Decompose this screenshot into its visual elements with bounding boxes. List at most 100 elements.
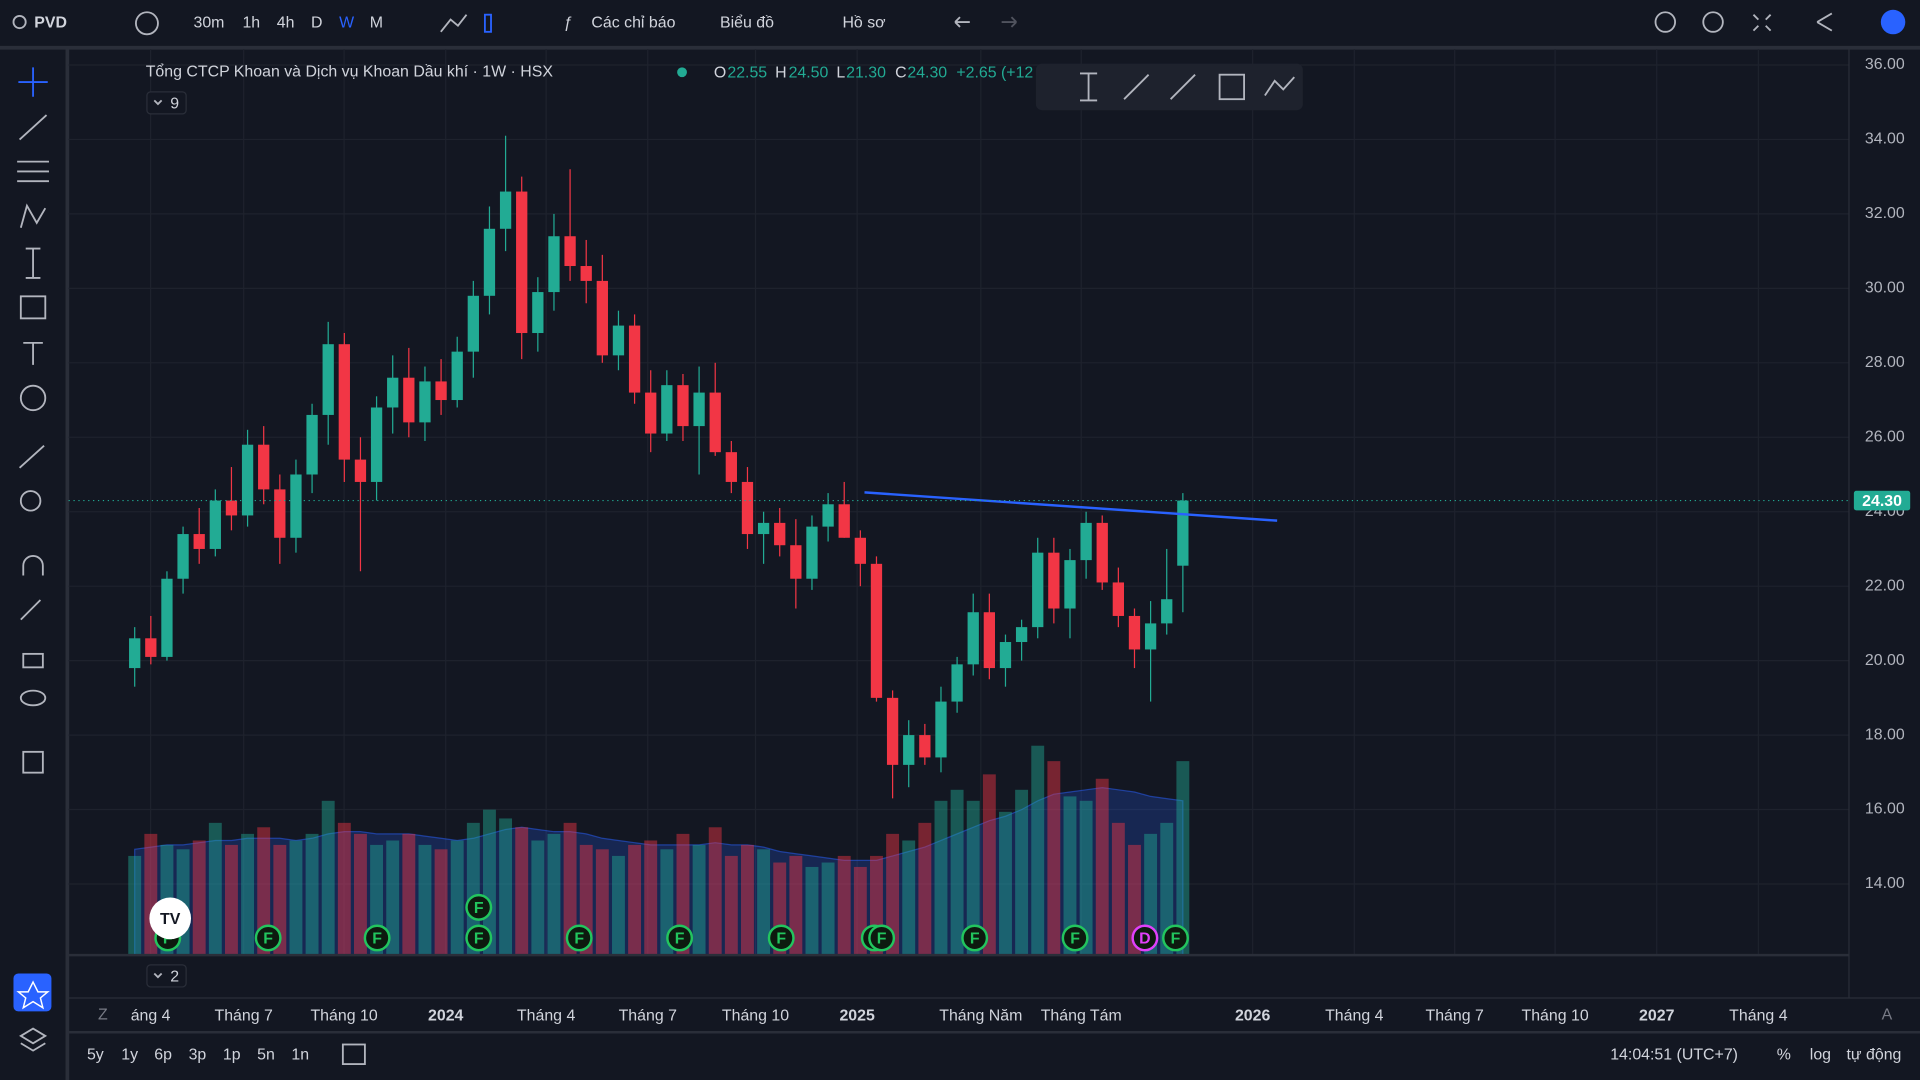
floating-toolbar [1035,63,1303,111]
undo-button[interactable] [954,16,970,28]
crosshair-tool[interactable] [18,67,48,97]
range-button[interactable]: 5y [87,1047,104,1064]
text-tool[interactable] [23,341,43,365]
volume-bar [531,840,545,956]
legend-label: C [895,65,907,82]
event-marker[interactable] [1061,924,1089,952]
range-button[interactable]: 1p [223,1047,241,1064]
market-status [677,67,687,78]
interval[interactable]: M [370,14,383,31]
candle-body [790,545,802,579]
indicators-toggle[interactable] [146,91,187,115]
candle-body [870,563,883,698]
float-ray[interactable] [1169,74,1196,100]
ruler-tool[interactable] [18,445,45,469]
volume-bar [224,844,238,956]
lock-tool[interactable] [22,652,44,669]
candle-body [806,526,818,579]
indicator-count[interactable]: 9 [170,95,179,112]
x-tick-label: Tháng 4 [1325,1008,1384,1025]
interval[interactable]: 1h [242,14,260,31]
axis-right-button[interactable]: A [1882,1006,1893,1023]
event-marker[interactable] [666,924,694,952]
chart-menu[interactable]: Biểu đồ [720,13,774,31]
measure-tool[interactable] [25,247,41,279]
float-measure[interactable] [1080,72,1098,102]
indicators-button[interactable]: Các chỉ báo [591,14,675,31]
share-button[interactable] [1816,12,1833,32]
range-button[interactable]: 1n [291,1047,309,1064]
volume-bar [644,840,658,956]
fib-tool[interactable] [17,160,49,183]
layers-button[interactable] [19,1027,48,1052]
candle-body [661,385,673,434]
percent-toggle[interactable]: % [1777,1047,1791,1064]
candle-style-button[interactable] [483,13,492,33]
settings-button[interactable] [1702,11,1724,33]
alert-button[interactable] [1654,11,1677,33]
event-marker[interactable] [363,924,391,952]
float-rect[interactable] [1218,73,1245,101]
trendline-tool[interactable] [18,114,48,141]
float-path[interactable] [1264,76,1295,97]
range-button[interactable]: 1y [121,1047,138,1064]
event-marker[interactable] [961,924,989,952]
draw-mode-tool[interactable] [20,599,42,621]
pattern-tool[interactable] [19,203,47,229]
event-marker[interactable] [254,924,282,952]
fullscreen-button[interactable] [1752,14,1772,32]
float-line[interactable] [1123,74,1150,100]
goto-date-button[interactable] [341,1043,366,1065]
axis-left-button[interactable]: Z [98,1006,108,1023]
indicator-icon[interactable]: ƒ [563,14,572,31]
event-marker[interactable] [868,924,896,952]
interval[interactable]: 30m [193,14,224,31]
candle-body [1015,627,1028,643]
pane-toggle[interactable] [146,964,187,988]
candle-body [499,191,512,229]
event-marker[interactable] [565,924,593,952]
range-button[interactable]: 3p [189,1047,207,1064]
interval[interactable]: D [311,14,323,31]
account-button[interactable] [1880,9,1906,35]
zoom-tool[interactable] [19,490,42,512]
candle-body [548,236,560,293]
range-button[interactable]: 5n [257,1047,275,1064]
trendline[interactable] [864,491,1278,522]
candle-body [628,325,641,393]
volume-bar [1176,761,1190,956]
y-tick-label: 32.00 [1865,205,1905,222]
pane-count[interactable]: 2 [170,968,179,985]
candle-body [129,638,141,669]
hide-tool[interactable] [19,689,47,707]
interval[interactable]: 4h [277,14,295,31]
event-marker[interactable] [465,924,493,952]
volume-bar [934,800,948,956]
event-label: F [1070,930,1080,947]
event-marker[interactable] [1162,924,1189,952]
redo-button[interactable] [1001,16,1017,28]
event-marker[interactable] [1131,924,1159,952]
log-toggle[interactable]: log [1810,1047,1831,1064]
x-tick-label: 2024 [428,1008,464,1025]
candle-body [693,392,705,427]
emoji-tool[interactable] [19,384,47,412]
range-button[interactable]: 6p [154,1047,172,1064]
volume-bar [305,833,319,956]
event-marker[interactable] [767,924,795,952]
symbol[interactable]: PVD [34,14,67,31]
event-label: D [1139,930,1151,947]
profile-menu[interactable]: Hồ sơ [842,14,885,31]
event-marker[interactable] [465,893,493,921]
interval-active[interactable]: W [339,14,354,31]
volume-bar [757,849,771,956]
delete-tool[interactable] [22,750,44,774]
volume-bar [434,849,448,956]
magnet-tool[interactable] [22,555,44,576]
search-icon[interactable] [12,15,27,30]
compare-button[interactable] [135,11,159,36]
line-style-button[interactable] [440,14,468,33]
auto-toggle[interactable]: tự động [1847,1047,1902,1064]
shape-tool[interactable] [19,295,47,320]
